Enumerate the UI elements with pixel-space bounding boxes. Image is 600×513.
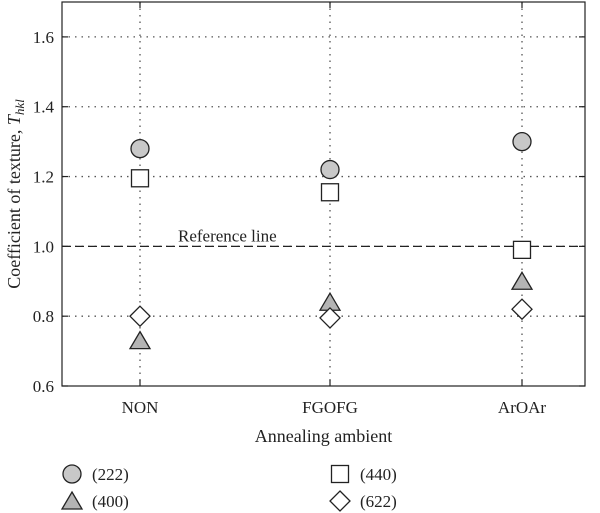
plot-frame bbox=[61, 1, 586, 387]
y-axis-title: Coefficient of texture, Thkl bbox=[4, 99, 27, 289]
legend-marker-circle bbox=[62, 464, 82, 484]
legend-label: (222) bbox=[92, 465, 129, 484]
data-point-square bbox=[320, 183, 340, 202]
reference-line-group: Reference line bbox=[62, 226, 585, 247]
data-point-square bbox=[130, 169, 150, 188]
data-point-diamond bbox=[319, 307, 341, 329]
legend: (222) (400) (440) (622) bbox=[60, 464, 397, 512]
x-tick-label: FGOFG bbox=[302, 398, 358, 417]
axis-ticks: 0.6 0.8 1.0 1.2 1.4 1.6 NON FGOFG ArOAr bbox=[33, 2, 585, 417]
y-tick-label: 0.6 bbox=[33, 377, 54, 396]
x-axis-title: Annealing ambient bbox=[255, 426, 392, 446]
data-point-diamond bbox=[511, 298, 533, 321]
legend-label: (400) bbox=[92, 492, 129, 511]
y-tick-label: 1.2 bbox=[33, 168, 54, 187]
x-tick-label: ArOAr bbox=[498, 398, 546, 417]
y-tick-label: 0.8 bbox=[33, 307, 54, 326]
legend-label: (622) bbox=[360, 492, 397, 511]
legend-marker-diamond bbox=[329, 490, 351, 512]
legend-label: (440) bbox=[360, 465, 397, 484]
data-point-circle bbox=[320, 159, 340, 180]
data-point-triangle bbox=[510, 270, 534, 290]
data-point-diamond bbox=[129, 305, 151, 328]
y-tick-label: 1.4 bbox=[33, 98, 55, 117]
legend-marker-square bbox=[330, 464, 350, 484]
y-tick-label: 1.0 bbox=[33, 237, 54, 256]
data-point-circle bbox=[512, 131, 532, 152]
y-tick-label: 1.6 bbox=[33, 28, 54, 47]
data-points bbox=[128, 131, 534, 350]
data-point-circle bbox=[130, 138, 150, 159]
data-point-square bbox=[512, 240, 532, 260]
legend-marker-triangle bbox=[60, 490, 84, 510]
reference-line-label: Reference line bbox=[178, 226, 277, 245]
data-point-triangle bbox=[128, 330, 152, 350]
x-tick-label: NON bbox=[122, 398, 159, 417]
